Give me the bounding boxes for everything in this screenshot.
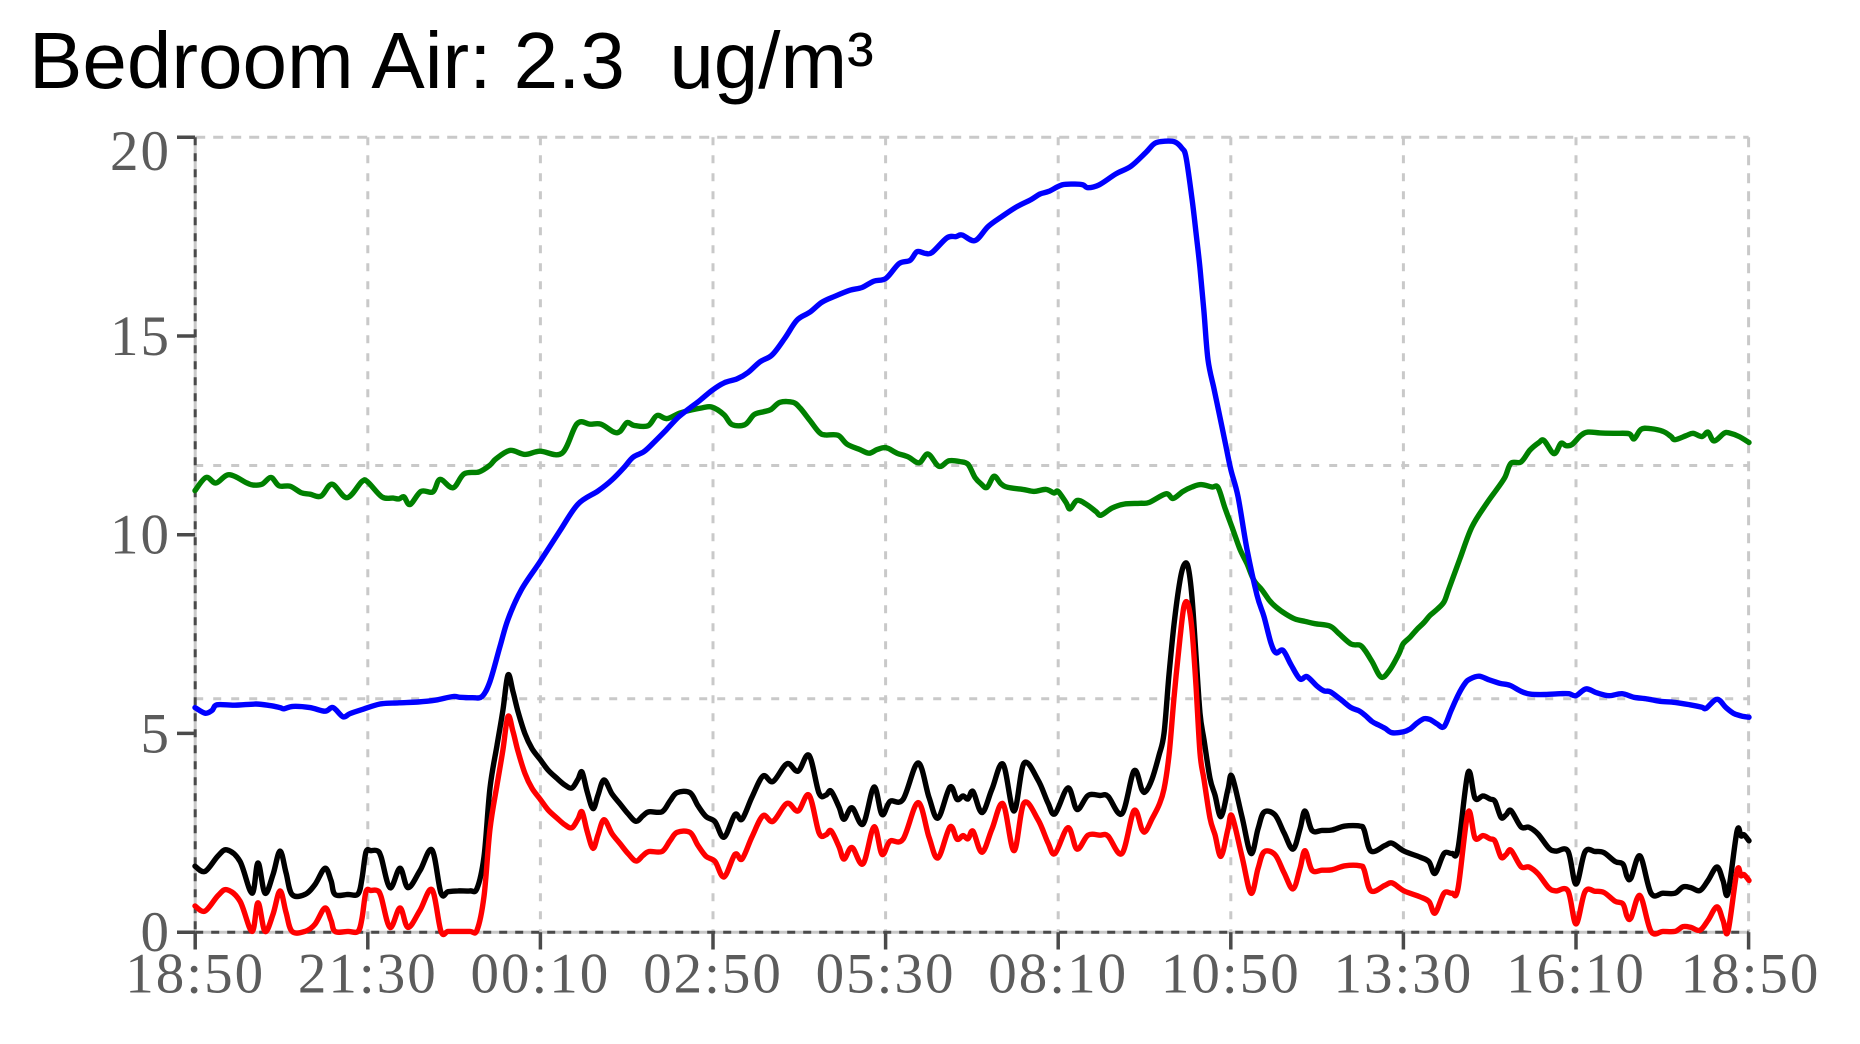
svg-text:16:10: 16:10: [1506, 943, 1646, 1006]
svg-text:10:50: 10:50: [1161, 943, 1301, 1006]
svg-text:05:30: 05:30: [816, 943, 956, 1006]
svg-text:13:30: 13:30: [1333, 943, 1473, 1006]
svg-text:15: 15: [110, 305, 171, 368]
svg-text:Bedroom Air: 2.3 ug/m³: Bedroom Air: 2.3 ug/m³: [29, 16, 874, 105]
svg-text:08:10: 08:10: [988, 943, 1128, 1006]
svg-text:02:50: 02:50: [643, 943, 783, 1006]
svg-text:5: 5: [141, 702, 172, 765]
svg-text:21:30: 21:30: [298, 943, 438, 1006]
svg-text:0: 0: [141, 901, 172, 964]
svg-text:18:50: 18:50: [1681, 943, 1821, 1006]
svg-text:20: 20: [110, 120, 171, 183]
svg-text:18:50: 18:50: [125, 943, 265, 1006]
svg-text:00:10: 00:10: [470, 943, 610, 1006]
svg-text:10: 10: [110, 504, 171, 567]
